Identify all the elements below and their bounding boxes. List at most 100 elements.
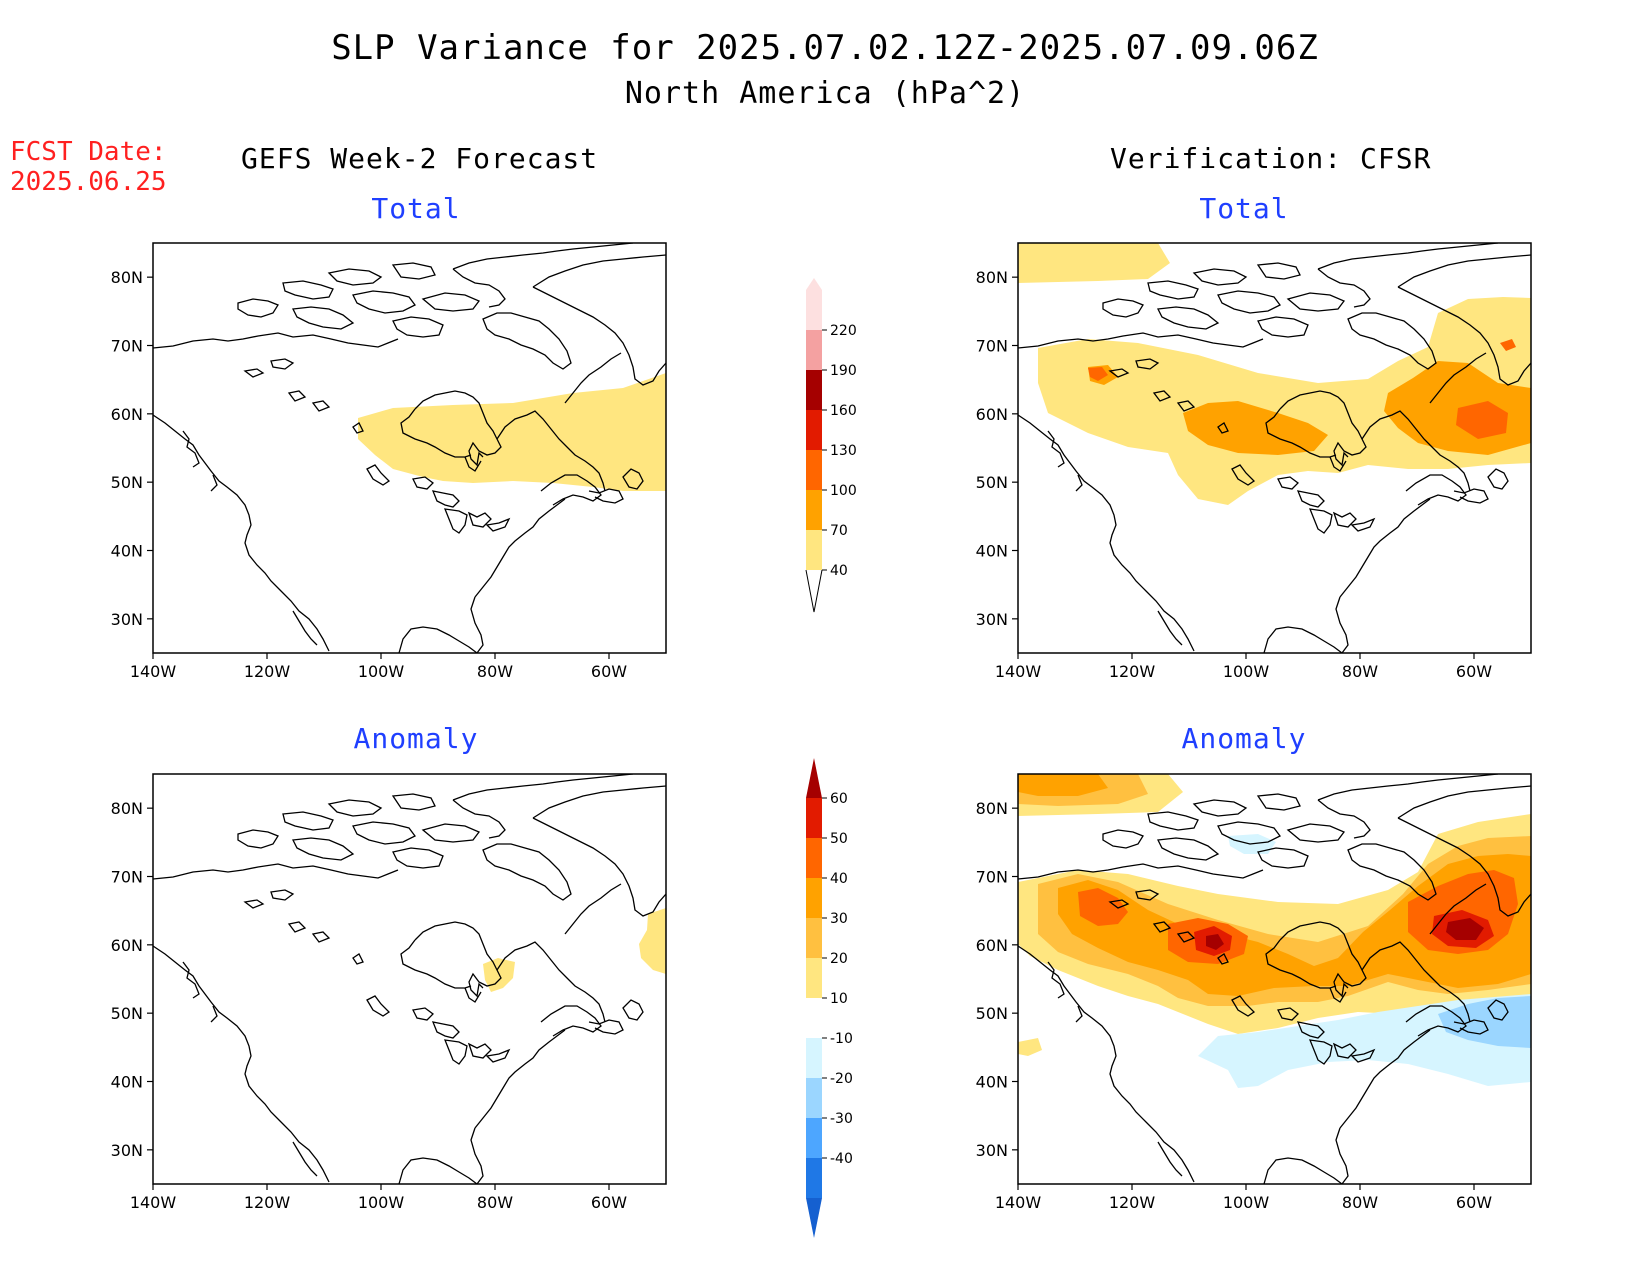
panel-title-verification-total: Total xyxy=(1199,192,1289,225)
lat-tick-label: 80N xyxy=(976,799,1008,818)
colorbar-high-arrow xyxy=(806,758,822,798)
lat-tick-label: 80N xyxy=(111,268,143,287)
colorbar-label: 100 xyxy=(830,483,857,499)
lat-tick-label: 80N xyxy=(976,268,1008,287)
lat-tick-label: 50N xyxy=(111,473,143,492)
colorbar-label: 160 xyxy=(830,403,857,419)
colorbar-low-arrow xyxy=(805,569,823,613)
colorbar-swatch xyxy=(806,998,822,1038)
lon-tick-label: 100W xyxy=(1223,662,1270,681)
colorbar-swatch xyxy=(806,1078,822,1118)
left-column-title: GEFS Week-2 Forecast xyxy=(241,142,599,175)
map-frame xyxy=(1017,773,1532,1185)
lon-tick-label: 120W xyxy=(244,1193,291,1212)
colorbar-label: 60 xyxy=(830,791,848,807)
colorbar-swatch xyxy=(806,410,822,450)
fcst-date-value: 2025.06.25 xyxy=(10,167,167,197)
colorbar-label: 50 xyxy=(830,831,848,847)
lon-tick-label: 60W xyxy=(591,662,627,681)
map-verification-anomaly xyxy=(1017,773,1532,1185)
panel-title-forecast-anomaly: Anomaly xyxy=(353,722,479,755)
lat-tick-label: 50N xyxy=(111,1004,143,1023)
verification-anomaly-shading xyxy=(1018,774,1531,1088)
colorbar-swatch xyxy=(806,530,822,570)
lat-tick-label: 60N xyxy=(976,936,1008,955)
lat-tick-label: 60N xyxy=(111,405,143,424)
fcst-date-label: FCST Date: xyxy=(10,137,167,167)
colorbar-label: 20 xyxy=(830,951,848,967)
fcst-date-block: FCST Date: 2025.06.25 xyxy=(10,137,167,197)
lon-tick-label: 60W xyxy=(1456,1193,1492,1212)
forecast-total-shading xyxy=(358,373,666,491)
lat-tick-label: 30N xyxy=(976,1141,1008,1160)
lat-tick-label: 30N xyxy=(111,1141,143,1160)
lon-tick-label: 120W xyxy=(244,662,291,681)
lat-tick-label: 40N xyxy=(976,1073,1008,1092)
map-frame xyxy=(152,242,667,654)
lat-tick-label: 30N xyxy=(111,610,143,629)
lat-tick-label: 70N xyxy=(976,337,1008,356)
panel-title-forecast-total: Total xyxy=(371,192,461,225)
map-frame xyxy=(1017,242,1532,654)
colorbar-label: 10 xyxy=(830,991,848,1007)
lon-tick-label: 140W xyxy=(995,1193,1042,1212)
lat-tick-label: 30N xyxy=(976,610,1008,629)
lon-tick-label: 80W xyxy=(1342,1193,1378,1212)
panel-title-verification-anomaly: Anomaly xyxy=(1181,722,1307,755)
lon-tick-label: 140W xyxy=(995,662,1042,681)
forecast-anomaly-shading xyxy=(483,908,666,992)
colorbar-label: -20 xyxy=(830,1071,853,1087)
colorbar-label: -10 xyxy=(830,1031,853,1047)
colorbar-swatch xyxy=(806,290,822,330)
colorbar-swatch xyxy=(806,490,822,530)
colorbar-anomaly: 60 50 40 30 20 10 -10 -20 -30 -40 xyxy=(806,758,853,1238)
lon-tick-label: 80W xyxy=(477,1193,513,1212)
colorbar-label: 190 xyxy=(830,363,857,379)
lat-tick-label: 50N xyxy=(976,473,1008,492)
lon-tick-label: 80W xyxy=(1342,662,1378,681)
colorbar-swatch xyxy=(806,370,822,410)
lat-tick-label: 60N xyxy=(976,405,1008,424)
lat-tick-label: 70N xyxy=(976,868,1008,887)
lon-tick-label: 60W xyxy=(1456,662,1492,681)
map-forecast-anomaly xyxy=(152,773,667,1185)
colorbar-swatch xyxy=(806,450,822,490)
right-column-title: Verification: CFSR xyxy=(1110,142,1432,175)
colorbar-total: 40 70 100 130 160 190 220 xyxy=(805,278,857,613)
lon-tick-label: 60W xyxy=(591,1193,627,1212)
lat-tick-label: 80N xyxy=(111,799,143,818)
colorbar-label: 220 xyxy=(830,323,857,339)
colorbar-swatch xyxy=(806,918,822,958)
colorbar-label: 40 xyxy=(830,871,848,887)
axis-labels: 80N 70N 60N 50N 40N 30N 140W 120W 100W 80W 60W 80N 7… xyxy=(111,268,1493,1212)
lon-tick-label: 100W xyxy=(358,1193,405,1212)
colorbar-swatch xyxy=(806,798,822,838)
colorbar-high-arrow xyxy=(806,278,822,290)
lat-tick-label: 70N xyxy=(111,868,143,887)
lon-tick-label: 120W xyxy=(1109,1193,1156,1212)
lon-tick-label: 140W xyxy=(130,1193,177,1212)
colorbar-low-arrow xyxy=(806,1198,822,1238)
lon-tick-label: 100W xyxy=(1223,1193,1270,1212)
colorbar-label: -30 xyxy=(830,1111,853,1127)
lat-tick-label: 40N xyxy=(111,1073,143,1092)
colorbar-swatch xyxy=(806,1158,822,1198)
lon-tick-label: 80W xyxy=(477,662,513,681)
colorbar-swatch xyxy=(806,838,822,878)
colorbar-swatch xyxy=(806,330,822,370)
colorbar-label: 130 xyxy=(830,443,857,459)
colorbar-label: 70 xyxy=(830,523,848,539)
verification-total-shading xyxy=(1018,243,1531,505)
lon-tick-label: 140W xyxy=(130,662,177,681)
lat-tick-label: 40N xyxy=(111,542,143,561)
colorbar-label: 40 xyxy=(830,563,848,579)
main-subtitle: North America (hPa^2) xyxy=(624,76,1026,111)
lat-tick-label: 70N xyxy=(111,337,143,356)
map-verification-total xyxy=(1017,242,1532,654)
lon-tick-label: 100W xyxy=(358,662,405,681)
colorbar-label: -40 xyxy=(830,1151,853,1167)
lat-tick-label: 40N xyxy=(976,542,1008,561)
colorbar-label: 30 xyxy=(830,911,848,927)
map-forecast-total xyxy=(152,242,667,654)
